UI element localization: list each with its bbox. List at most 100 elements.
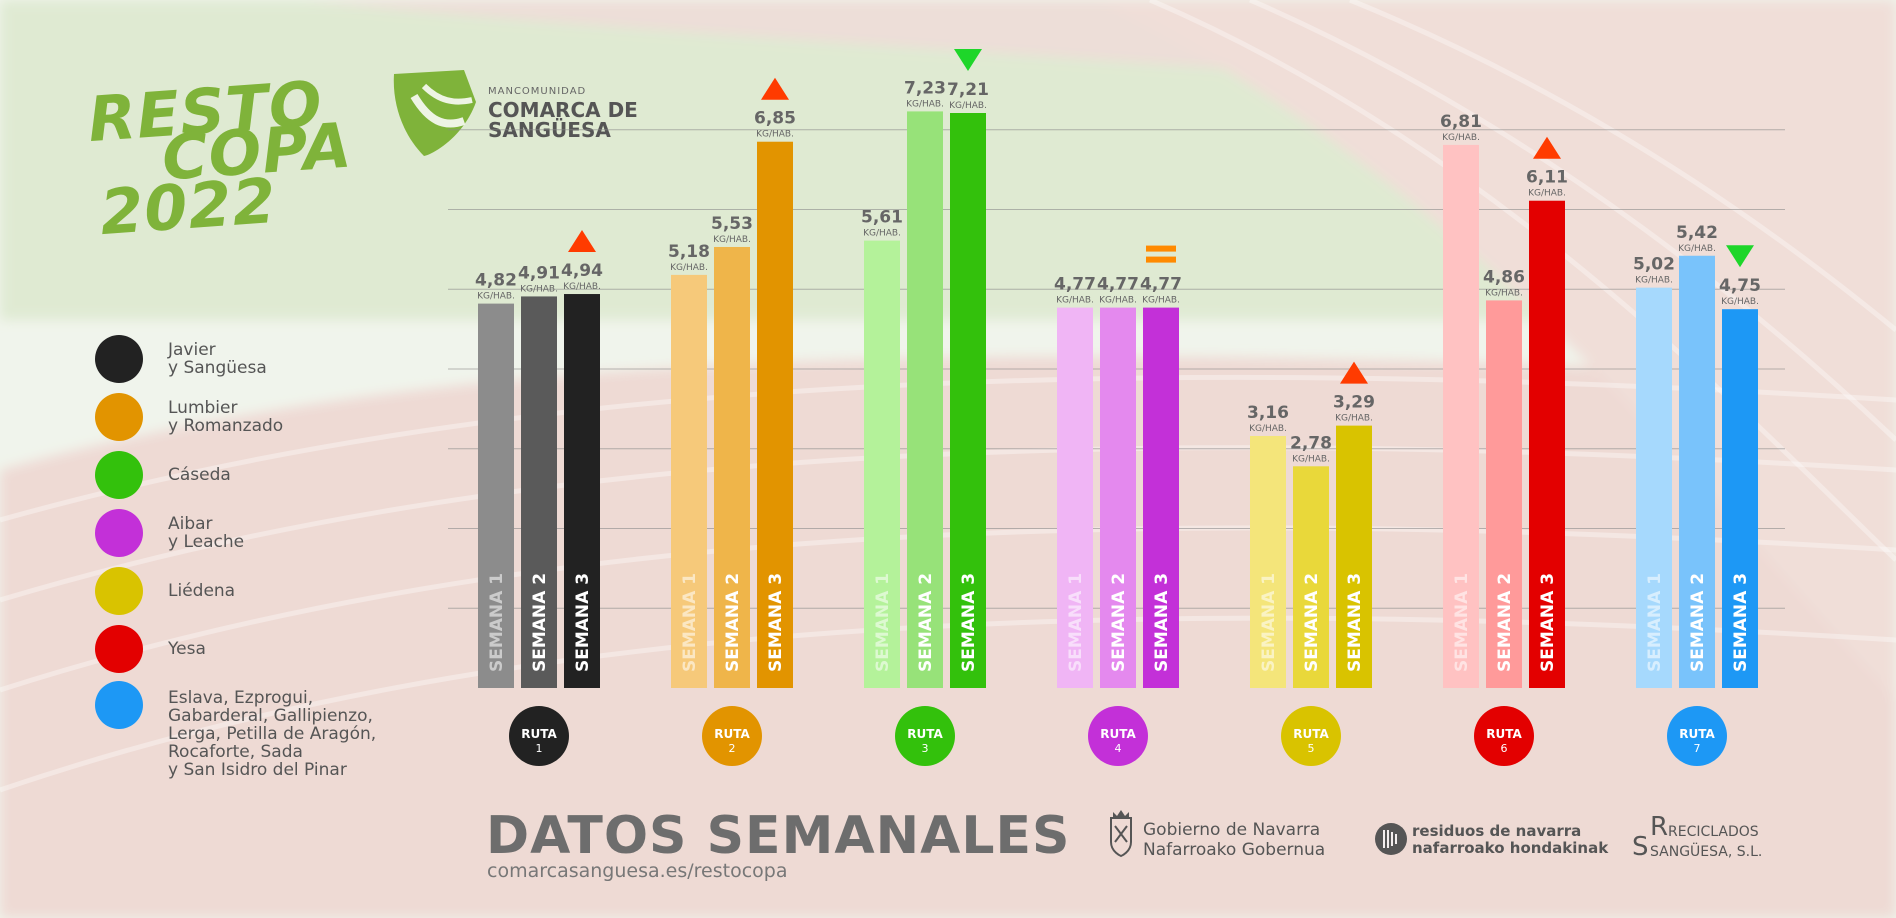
route-circle [895,706,955,766]
series-label: SEMANA 1 [1645,573,1665,672]
legend-item: Aibar y Leache [95,509,425,557]
unit-label: KG/HAB. [1635,276,1673,286]
trend-equal-icon [1146,245,1176,252]
route-label: RUTA [1679,727,1715,741]
unit-label: KG/HAB. [1099,296,1137,306]
value-label: 3,29 [1333,393,1375,413]
reciclados-big-s: S [1632,832,1649,862]
bar [714,246,750,689]
legend-label: Liédena [168,581,236,601]
series-label: SEMANA 3 [1152,573,1172,672]
value-label: 6,85 [754,109,796,129]
trend-equal-icon [1146,256,1176,263]
bar [1057,307,1093,688]
bar [864,240,900,689]
route-circle [1667,706,1727,766]
value-label: 4,82 [475,271,517,291]
unit-label: KG/HAB. [1335,414,1373,424]
series-label: SEMANA 3 [573,573,593,672]
reciclados-big-r: R [1650,812,1669,842]
residuos-line1: residuos de navarra [1412,822,1582,840]
value-label: 7,21 [947,80,989,100]
route-circle [1474,706,1534,766]
route-number: 7 [1694,742,1701,755]
route-circle [1281,706,1341,766]
legend-item: Yesa [95,625,425,673]
unit-label: KG/HAB. [1056,296,1094,306]
unit-label: KG/HAB. [1528,189,1566,199]
legend-item: Liédena [95,567,425,615]
gov-navarra-line2: Nafarroako Gobernua [1143,840,1326,860]
value-label: 4,77 [1140,275,1182,295]
value-label: 6,81 [1440,112,1482,132]
value-label: 5,18 [668,242,710,262]
residuos-line2: nafarroako hondakinak [1412,839,1609,857]
unit-label: KG/HAB. [670,263,708,273]
unit-label: KG/HAB. [713,235,751,245]
series-label: SEMANA 3 [1731,573,1751,672]
unit-label: KG/HAB. [1442,133,1480,143]
trend-up-icon [1340,361,1368,384]
legend-dot [95,681,143,729]
value-label: 5,42 [1676,223,1718,243]
trend-up-icon [568,230,596,253]
series-label: SEMANA 3 [1538,573,1558,672]
route-label: RUTA [1486,727,1522,741]
unit-label: KG/HAB. [1721,297,1759,307]
unit-label: KG/HAB. [1249,424,1287,434]
unit-label: KG/HAB. [756,130,794,140]
route-number: 1 [536,742,543,755]
bar [950,113,986,688]
legend-dot [95,509,143,557]
legend: Javier y Sangüesa Lumbier y Romanzado Cá… [95,335,425,779]
legend-label: Lumbier y Romanzado [168,398,284,436]
bar [1293,466,1329,688]
value-label: 2,78 [1290,433,1332,453]
org-small-label: MANCOMUNIDAD [488,86,587,97]
series-label: SEMANA 2 [723,573,743,672]
legend-item: Lumbier y Romanzado [95,393,425,441]
legend-label: Eslava, Ezprogui, Gabarderal, Gallipienz… [168,688,377,780]
value-label: 4,77 [1054,275,1096,295]
series-label: SEMANA 2 [1495,573,1515,672]
unit-label: KG/HAB. [563,282,601,292]
bar [757,141,793,688]
unit-label: KG/HAB. [1142,296,1180,306]
series-label: SEMANA 2 [1302,573,1322,672]
series-label: SEMANA 1 [1259,573,1279,672]
bar [1143,307,1179,688]
footer-title: DATOS SEMANALES [486,806,1071,866]
trend-down-icon [954,49,982,72]
legend-item: Cáseda [95,451,425,499]
unit-label: KG/HAB. [1678,244,1716,254]
legend-item: Eslava, Ezprogui, Gabarderal, Gallipienz… [95,681,425,779]
series-label: SEMANA 3 [1345,573,1365,672]
legend-label: Javier y Sangüesa [168,340,267,378]
series-label: SEMANA 1 [1452,573,1472,672]
legend-dot [95,335,143,383]
unit-label: KG/HAB. [1485,288,1523,298]
bar [907,111,943,689]
legend-dot [95,451,143,499]
value-label: 3,16 [1247,403,1289,423]
value-label: 4,91 [518,263,560,283]
bar [1722,309,1758,688]
route-circle [702,706,762,766]
series-label: SEMANA 1 [680,573,700,672]
unit-label: KG/HAB. [906,99,944,109]
reciclados-line2: SANGÜESA, S.L. [1650,844,1763,860]
bar [1636,287,1672,688]
org-line1: COMARCA DE [488,98,638,122]
bar [671,274,707,688]
bar [1100,307,1136,688]
trend-down-icon [1726,245,1754,268]
route-number: 2 [729,742,736,755]
route-circle [1088,706,1148,766]
route-number: 3 [922,742,929,755]
series-label: SEMANA 3 [766,573,786,672]
legend-dot [95,567,143,615]
unit-label: KG/HAB. [477,292,515,302]
route-circle [509,706,569,766]
footer-url[interactable]: comarcasanguesa.es/restocopa [487,860,788,882]
